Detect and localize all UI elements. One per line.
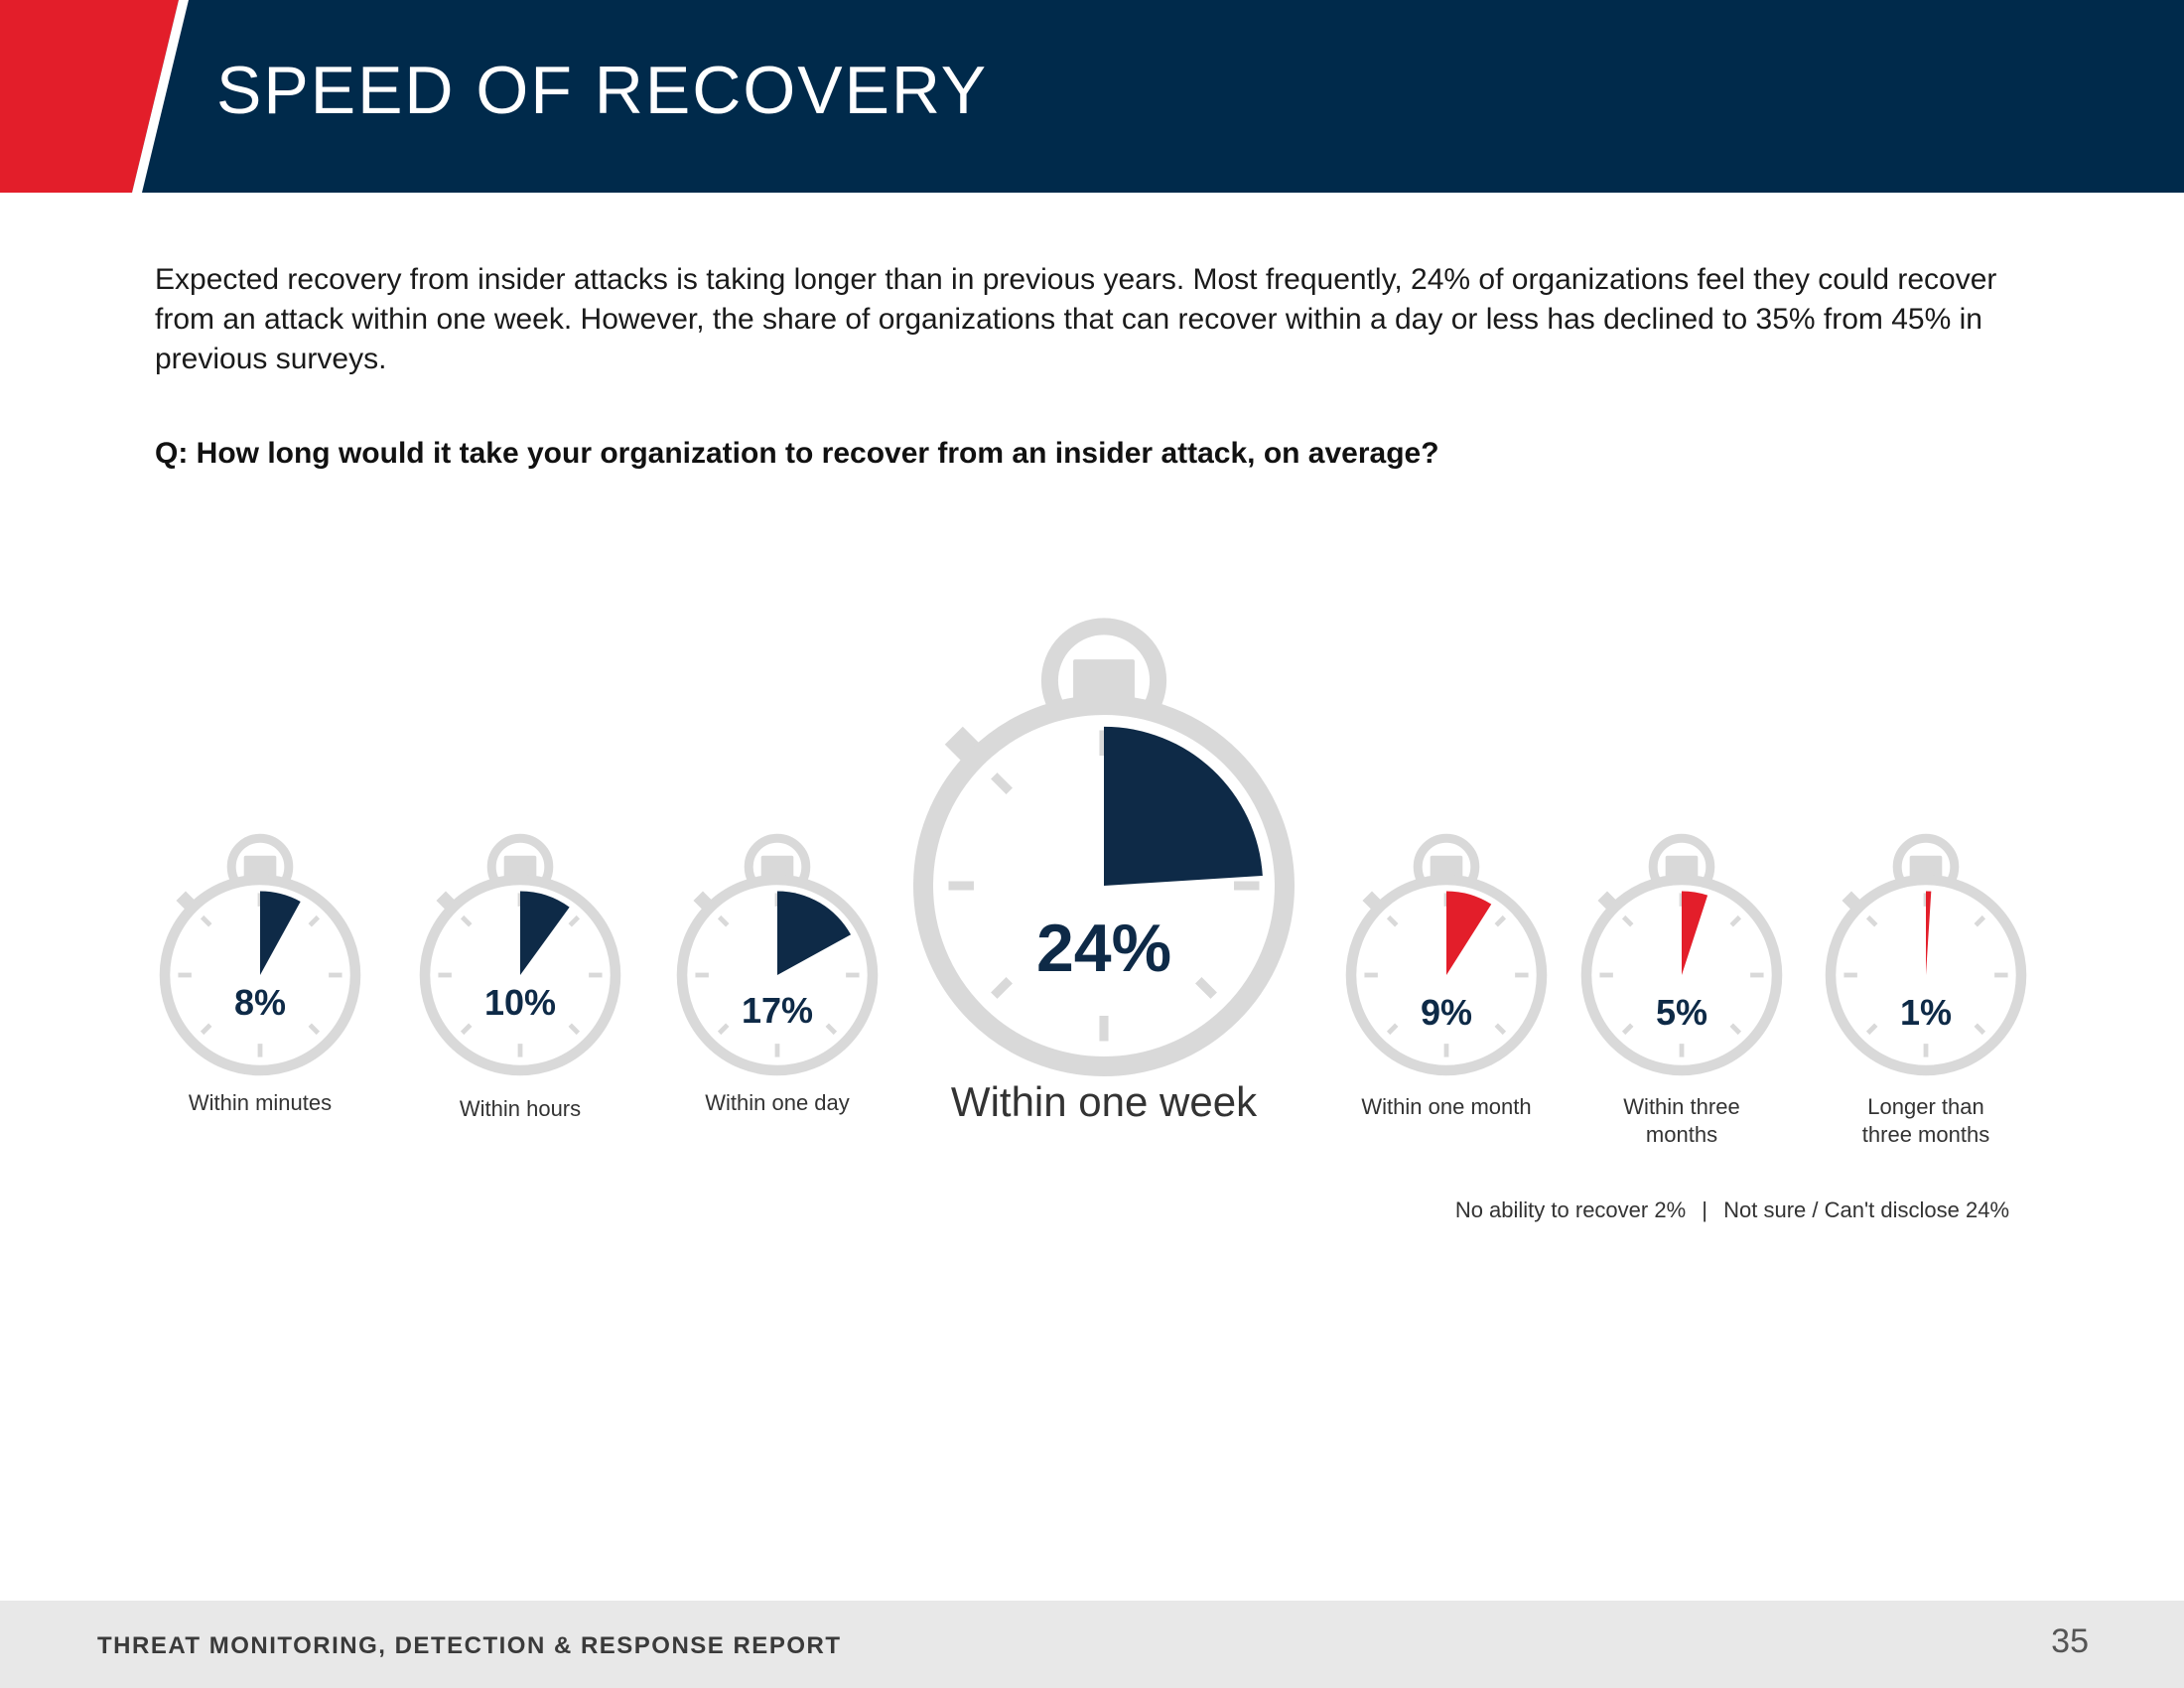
footnote: No ability to recover 2% | Not sure / Ca…: [1455, 1197, 2009, 1223]
category-label: Within one day: [705, 1090, 850, 1115]
stopwatch-tick: [1974, 914, 1986, 927]
stopwatch-tick: [1729, 1023, 1742, 1036]
stopwatch-tick: [308, 1023, 321, 1036]
footnote-separator: |: [1702, 1197, 1707, 1222]
pie-slice: [1682, 891, 1708, 975]
stopwatch-tick: [1494, 1023, 1507, 1036]
category-label: Longer than three months: [1862, 1094, 1989, 1147]
data-label: 17%: [742, 990, 813, 1031]
category-label: Within hours: [460, 1096, 581, 1121]
stopwatch-tick: [991, 977, 1013, 999]
stopwatch-tick: [308, 914, 321, 927]
footnote-no-ability: No ability to recover 2%: [1454, 1197, 1687, 1222]
category-label: Within minutes: [189, 1090, 332, 1115]
footer-bar: THREAT MONITORING, DETECTION & RESPONSE …: [0, 1601, 2184, 1688]
stopwatch-button: [1430, 855, 1463, 881]
stopwatch-tick: [1865, 914, 1878, 927]
stopwatch-tick: [200, 914, 212, 927]
stopwatch-tick: [825, 1023, 838, 1036]
stopwatch-button: [503, 855, 537, 881]
stopwatch-button: [1073, 659, 1135, 707]
stopwatch-button: [1909, 855, 1943, 881]
pie-slice: [520, 891, 570, 975]
category-label: Within three months: [1623, 1094, 1739, 1147]
page-title: SPEED OF RECOVERY: [216, 53, 989, 128]
stopwatch-tick: [1865, 1023, 1878, 1036]
page-number: 35: [2051, 1622, 2089, 1660]
stopwatch-tick: [1386, 1023, 1399, 1036]
stopwatch-button: [1665, 855, 1699, 881]
category-label: Within one week: [951, 1078, 1258, 1125]
pie-slice: [1104, 726, 1263, 886]
pie-slice: [260, 891, 301, 975]
stopwatch-tick: [568, 914, 581, 927]
stopwatch-tick: [460, 1023, 473, 1036]
pie-slice: [777, 891, 852, 975]
stopwatch-tick: [1494, 914, 1507, 927]
data-label: 5%: [1656, 992, 1707, 1033]
stopwatch-tick: [568, 1023, 581, 1036]
data-label: 8%: [234, 982, 286, 1023]
stopwatch-tick: [1195, 977, 1217, 999]
footer-title: THREAT MONITORING, DETECTION & RESPONSE …: [97, 1632, 842, 1659]
data-label: 10%: [484, 982, 556, 1023]
data-label: 24%: [1036, 911, 1171, 986]
stopwatch-tick: [1974, 1023, 1986, 1036]
stopwatch-tick: [717, 1023, 730, 1036]
pie-slice: [1446, 891, 1492, 975]
footnote-not-sure: Not sure / Can't disclose 24%: [1723, 1197, 2009, 1222]
stopwatch-tick: [1386, 914, 1399, 927]
stopwatch-button: [760, 855, 794, 881]
stopwatch-button: [243, 855, 277, 881]
stopwatch-tick: [1621, 914, 1634, 927]
stopwatch-tick: [1729, 914, 1742, 927]
intro-paragraph: Expected recovery from insider attacks i…: [155, 263, 1997, 375]
survey-question: Q: How long would it take your organizat…: [155, 437, 1439, 470]
pie-slice: [1926, 891, 1932, 975]
stopwatch-tick: [1621, 1023, 1634, 1036]
header-band: [0, 0, 2184, 193]
header-red-accent: [0, 0, 189, 193]
data-label: 1%: [1900, 992, 1952, 1033]
category-label: Within one month: [1361, 1094, 1531, 1119]
stopwatch-tick: [991, 773, 1013, 794]
stopwatch-tick: [200, 1023, 212, 1036]
stopwatch-tick: [717, 914, 730, 927]
data-label: 9%: [1421, 992, 1472, 1033]
stopwatch-tick: [460, 914, 473, 927]
